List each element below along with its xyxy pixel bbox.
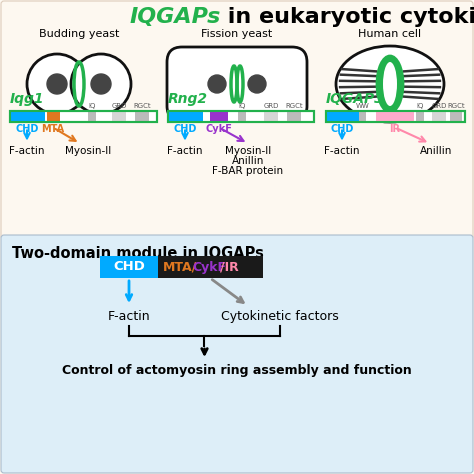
Text: F-actin: F-actin <box>9 146 45 155</box>
FancyBboxPatch shape <box>210 110 228 121</box>
Text: Budding yeast: Budding yeast <box>39 29 119 39</box>
Text: F-actin: F-actin <box>167 146 203 155</box>
Text: CykF: CykF <box>192 261 226 273</box>
Text: Myosin-II: Myosin-II <box>225 146 271 155</box>
Text: CHD: CHD <box>330 124 354 134</box>
FancyBboxPatch shape <box>238 110 246 121</box>
Text: /IR: /IR <box>220 261 239 273</box>
Text: IQ: IQ <box>238 103 246 109</box>
Text: CHD: CHD <box>173 124 197 134</box>
Text: IQ: IQ <box>88 103 96 109</box>
Circle shape <box>27 54 87 114</box>
FancyBboxPatch shape <box>1 1 473 239</box>
FancyBboxPatch shape <box>135 110 149 121</box>
Text: Anillin: Anillin <box>232 155 264 165</box>
Text: IQGAP3: IQGAP3 <box>326 92 385 106</box>
FancyBboxPatch shape <box>10 110 157 121</box>
Text: Two-domain module in IQGAPs: Two-domain module in IQGAPs <box>12 246 264 261</box>
FancyBboxPatch shape <box>450 110 462 121</box>
Circle shape <box>71 54 131 114</box>
Text: GRD: GRD <box>264 103 279 109</box>
Ellipse shape <box>383 62 397 106</box>
Text: Control of actomyosin ring assembly and function: Control of actomyosin ring assembly and … <box>62 364 412 377</box>
FancyBboxPatch shape <box>376 110 414 121</box>
Text: in eukaryotic cytokinesis: in eukaryotic cytokinesis <box>220 7 474 27</box>
FancyBboxPatch shape <box>100 256 158 278</box>
Text: CHD: CHD <box>113 261 145 273</box>
Text: F-actin: F-actin <box>108 310 150 323</box>
Text: F-BAR protein: F-BAR protein <box>212 165 283 175</box>
Text: IR: IR <box>390 124 401 134</box>
Ellipse shape <box>336 46 444 122</box>
Text: Fission yeast: Fission yeast <box>201 29 273 39</box>
Text: Anillin: Anillin <box>420 146 452 155</box>
Text: RGCt: RGCt <box>285 103 303 109</box>
Text: GRD: GRD <box>111 103 127 109</box>
Circle shape <box>208 75 226 93</box>
FancyBboxPatch shape <box>10 110 45 121</box>
Text: RGCt: RGCt <box>447 103 465 109</box>
FancyBboxPatch shape <box>112 110 126 121</box>
Circle shape <box>91 74 111 94</box>
Text: Myosin-II: Myosin-II <box>65 146 111 155</box>
Text: CHD: CHD <box>15 124 39 134</box>
Text: WW: WW <box>356 103 369 109</box>
FancyBboxPatch shape <box>1 235 473 473</box>
FancyBboxPatch shape <box>287 110 301 121</box>
FancyBboxPatch shape <box>326 110 465 121</box>
Circle shape <box>248 75 266 93</box>
FancyBboxPatch shape <box>326 110 359 121</box>
Circle shape <box>47 74 67 94</box>
FancyBboxPatch shape <box>158 256 263 278</box>
Text: F-actin: F-actin <box>324 146 360 155</box>
Text: Rng2: Rng2 <box>168 92 208 106</box>
Text: IQ: IQ <box>416 103 424 109</box>
Text: GRD: GRD <box>431 103 447 109</box>
FancyBboxPatch shape <box>88 110 96 121</box>
FancyBboxPatch shape <box>168 110 314 121</box>
Text: Iqg1: Iqg1 <box>10 92 45 106</box>
Text: MTA/: MTA/ <box>163 261 197 273</box>
FancyBboxPatch shape <box>167 47 307 121</box>
FancyBboxPatch shape <box>432 110 446 121</box>
Text: IQGAPs: IQGAPs <box>130 7 221 27</box>
Text: Cytokinetic factors: Cytokinetic factors <box>221 310 339 323</box>
Text: CykF: CykF <box>206 124 232 134</box>
FancyBboxPatch shape <box>416 110 424 121</box>
Text: Human cell: Human cell <box>358 29 421 39</box>
FancyBboxPatch shape <box>47 110 60 121</box>
FancyBboxPatch shape <box>359 110 366 121</box>
FancyBboxPatch shape <box>264 110 278 121</box>
Ellipse shape <box>377 56 403 112</box>
FancyBboxPatch shape <box>168 110 203 121</box>
Text: MTA: MTA <box>41 124 64 134</box>
Text: RGCt: RGCt <box>133 103 151 109</box>
